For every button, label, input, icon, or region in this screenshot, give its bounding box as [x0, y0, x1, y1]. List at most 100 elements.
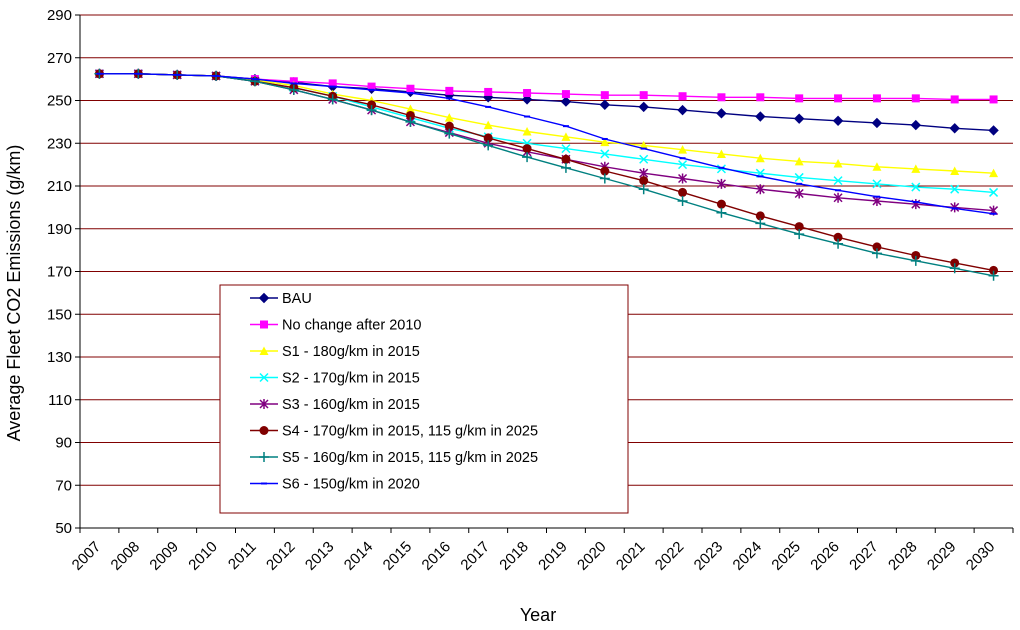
data-point [639, 91, 648, 100]
legend-entry: S6 - 150g/km in 2020 [250, 477, 420, 493]
legend-label: S5 - 160g/km in 2015, 115 g/km in 2025 [282, 450, 538, 466]
y-tick-label: 130 [47, 349, 72, 366]
x-axis-title: Year [520, 605, 556, 625]
data-point [405, 116, 416, 127]
y-tick-label: 70 [55, 477, 72, 494]
series-line [99, 73, 994, 174]
data-point [911, 182, 921, 192]
data-point [872, 162, 882, 171]
data-point [638, 101, 649, 113]
legend-label: S3 - 160g/km in 2015 [282, 397, 420, 413]
series-line [99, 73, 994, 272]
series-line [99, 73, 994, 215]
data-point [755, 211, 765, 221]
data-point [638, 184, 649, 195]
data-point [793, 113, 805, 124]
legend-entry: S1 - 180g/km in 2015 [250, 344, 420, 360]
legend-label: S1 - 180g/km in 2015 [282, 344, 420, 360]
data-point [483, 133, 493, 143]
series-line [99, 73, 994, 194]
data-point [832, 115, 844, 127]
data-point [327, 94, 338, 105]
legend-entry: S5 - 160g/km in 2015, 115 g/km in 2025 [250, 450, 538, 466]
data-point [561, 144, 571, 154]
series-line [99, 73, 994, 277]
series-8 [96, 72, 997, 215]
data-point [639, 176, 649, 186]
data-point [755, 184, 765, 195]
data-point [871, 117, 883, 129]
data-point [599, 99, 611, 110]
data-point [989, 95, 998, 104]
legend-label: S2 - 170g/km in 2015 [282, 371, 420, 387]
x-tick-label: 2024 [730, 538, 766, 574]
data-point [716, 207, 727, 218]
data-point [561, 154, 571, 164]
data-point [600, 91, 609, 100]
data-point [639, 140, 649, 150]
series-2 [95, 69, 998, 104]
data-point [677, 104, 688, 116]
y-tick-label: 150 [47, 306, 72, 323]
data-point [677, 195, 688, 206]
legend: BAU No change after 2010 S1 - 180g/km in 2… [219, 284, 629, 514]
data-point [755, 111, 766, 122]
data-point [600, 166, 610, 176]
data-point [716, 149, 726, 158]
data-point [716, 199, 726, 209]
data-point [259, 452, 269, 462]
data-point [717, 93, 726, 102]
x-tick-label: 2011 [225, 538, 260, 573]
x-tick-label: 2027 [846, 538, 882, 574]
data-point [833, 159, 843, 168]
data-point [833, 192, 843, 203]
data-point [872, 179, 882, 189]
legend-entry: BAU [250, 291, 312, 307]
data-point [716, 164, 726, 174]
data-point [259, 399, 269, 409]
legend-entry: S4 - 170g/km in 2015, 115 g/km in 2025 [250, 424, 538, 440]
x-tick-label: 2008 [108, 538, 144, 574]
data-point [366, 105, 377, 116]
data-point [445, 86, 454, 95]
data-point [911, 164, 921, 173]
data-point [949, 123, 960, 134]
data-point [794, 172, 804, 182]
x-tick-label: 2014 [341, 538, 377, 574]
y-tick-label: 190 [47, 221, 72, 238]
y-tick-label: 210 [47, 178, 72, 195]
data-point [950, 95, 959, 104]
x-tick-label: 2023 [691, 538, 727, 574]
data-point [521, 94, 533, 105]
data-point [600, 137, 610, 147]
legend-entry: S2 - 170g/km in 2015 [250, 371, 420, 387]
data-point [599, 173, 610, 184]
x-tick-label: 2021 [613, 538, 649, 574]
y-axis-title: Average Fleet CO2 Emissions (g/km) [4, 145, 24, 442]
series-1 [94, 68, 999, 136]
series-3 [94, 69, 999, 178]
data-point [328, 79, 337, 88]
x-tick-label: 2012 [263, 538, 299, 574]
data-point [794, 188, 804, 199]
data-point [872, 94, 881, 103]
data-point [288, 84, 299, 95]
data-point [716, 178, 726, 189]
data-point [911, 250, 921, 260]
data-point [716, 108, 727, 119]
data-point [259, 426, 269, 435]
data-point [561, 132, 571, 141]
legend-entry: No change after 2010 [250, 318, 421, 334]
x-tick-label: 2025 [768, 538, 804, 574]
y-tick-label: 270 [47, 50, 72, 67]
x-tick-labels: 2007 2008 2009 2010 2011 2012 2013 2014 2015 2016… [69, 538, 999, 574]
y-tick-label: 290 [47, 7, 72, 24]
data-point [795, 94, 804, 103]
data-point [833, 232, 843, 242]
data-point [406, 84, 415, 93]
data-point [871, 248, 882, 259]
x-tick-label: 2019 [535, 538, 571, 574]
data-point [484, 87, 493, 96]
data-point [678, 160, 688, 170]
